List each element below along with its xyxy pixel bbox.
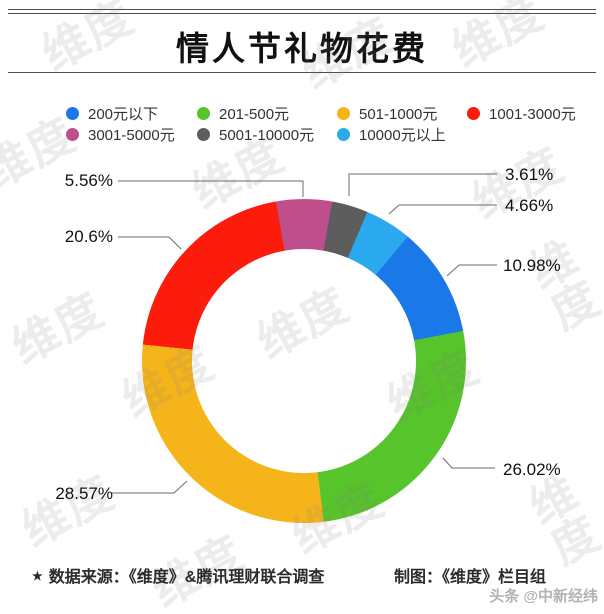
attribution-watermark: 头条 @中新经纬 — [489, 588, 598, 605]
legend-dot-red — [467, 106, 480, 120]
legend-dot-blue — [66, 106, 79, 120]
watermark: 维度 — [3, 282, 113, 374]
legend-label: 200元以下 — [88, 105, 159, 123]
legend-item-1001-3000: 1001-3000元 — [467, 104, 576, 123]
pct-label-under-200: 10.98% — [503, 256, 561, 275]
top-double-rule — [8, 9, 596, 14]
pct-label-501-1000: 28.57% — [55, 484, 113, 503]
watermark: 维度 — [520, 230, 604, 340]
leader-4.66 — [388, 204, 497, 215]
title-rule — [8, 72, 596, 73]
pct-label-1001-3000: 20.6% — [64, 227, 113, 246]
data-source-text: 数据来源：《维度》&腾讯理财联合调查 — [48, 569, 325, 586]
legend-item-under-200: 200元以下 — [66, 104, 159, 123]
legend-label: 1001-3000元 — [489, 105, 576, 123]
pct-label-201-500: 26.02% — [503, 460, 561, 479]
legend-dot-yellow — [337, 106, 350, 120]
legend-label: 501-1000元 — [359, 105, 438, 123]
legend-dot-green — [197, 106, 210, 120]
legend-item-over-10000: 10000元以上 — [337, 125, 446, 144]
legend-item-5001-10000: 5001-10000元 — [197, 125, 315, 144]
leader-5.56 — [118, 180, 304, 197]
leader-10.98 — [446, 264, 497, 277]
legend-label: 5001-10000元 — [219, 126, 315, 144]
data-source-note: ★ 数据来源：《维度》&腾讯理财联合调查 — [32, 563, 324, 587]
leader-26.02 — [442, 457, 495, 469]
pct-label-5001-10000: 3.61% — [505, 165, 554, 184]
legend-dot-gray — [197, 127, 210, 141]
legend-item-501-1000: 501-1000元 — [337, 104, 438, 123]
page-title: 情人节礼物花费 — [176, 29, 428, 68]
leader-20.6 — [118, 236, 182, 250]
legend-label: 201-500元 — [219, 105, 290, 123]
legend-item-201-500: 201-500元 — [197, 104, 290, 123]
watermark: 维度 — [13, 465, 123, 557]
legend-label: 3001-5000元 — [88, 126, 175, 144]
legend-item-3001-5000: 3001-5000元 — [66, 125, 175, 144]
legend-dot-purple — [66, 127, 79, 141]
leader-28.57 — [112, 480, 188, 494]
legend-dot-lightblue — [337, 127, 350, 141]
credit-note: 制图：《维度》栏目组 — [394, 569, 547, 586]
pct-label-3001-5000: 5.56% — [64, 171, 113, 190]
leader-3.61 — [348, 173, 497, 196]
pct-label-over-10000: 4.66% — [505, 196, 554, 215]
donut-hole — [192, 249, 416, 473]
star-icon: ★ — [32, 569, 43, 583]
legend-label: 10000元以上 — [359, 126, 446, 144]
